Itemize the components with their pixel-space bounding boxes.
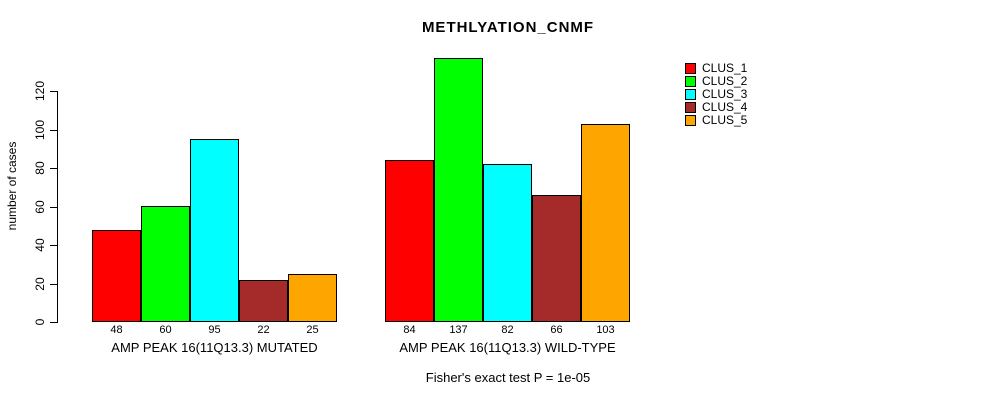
y-tick-label: 0 [33, 318, 47, 326]
legend-swatch [685, 63, 696, 74]
bar [581, 124, 630, 322]
footer-annotation: Fisher's exact test P = 1e-05 [425, 370, 591, 385]
bar [239, 280, 288, 322]
chart-title: METHLYATION_CNMF [421, 19, 595, 36]
legend-item: CLUS_1 [685, 62, 747, 75]
bar-value-label: 82 [501, 324, 514, 336]
bar [92, 230, 141, 322]
bar [190, 139, 239, 322]
legend-label: CLUS_3 [702, 87, 748, 101]
y-tick-mark [50, 168, 58, 169]
legend-label: CLUS_4 [702, 100, 748, 114]
legend-item: CLUS_4 [685, 101, 747, 114]
bar-value-label: 25 [306, 324, 319, 336]
bar [288, 274, 337, 322]
bar [385, 160, 434, 322]
y-tick-mark [50, 207, 58, 208]
bar-value-label: 48 [110, 324, 123, 336]
bar-value-label: 137 [449, 324, 468, 336]
group-label: AMP PEAK 16(11Q13.3) WILD-TYPE [399, 340, 616, 355]
y-tick-label: 120 [33, 80, 47, 102]
y-tick-mark [50, 322, 58, 323]
bar [532, 195, 581, 322]
bar-value-label: 103 [596, 324, 615, 336]
y-axis-line [57, 91, 58, 322]
legend-label: CLUS_1 [702, 61, 748, 75]
bar-value-label: 95 [208, 324, 221, 336]
bar [141, 206, 190, 322]
legend-item: CLUS_3 [685, 88, 747, 101]
legend: CLUS_1 CLUS_2 CLUS_3 CLUS_4 CLUS_5 [685, 62, 747, 127]
y-tick-label: 100 [33, 119, 47, 141]
bar [483, 164, 532, 322]
y-tick-label: 60 [33, 200, 47, 214]
bar-value-label: 66 [550, 324, 563, 336]
legend-swatch [685, 76, 696, 87]
legend-label: CLUS_2 [702, 74, 748, 88]
legend-label: CLUS_5 [702, 113, 748, 127]
bar [434, 58, 483, 322]
y-tick-mark [50, 284, 58, 285]
y-tick-mark [50, 245, 58, 246]
legend-item: CLUS_2 [685, 75, 747, 88]
group-label: AMP PEAK 16(11Q13.3) MUTATED [111, 340, 318, 355]
y-tick-label: 40 [33, 238, 47, 252]
bar-value-label: 84 [403, 324, 416, 336]
y-tick-label: 80 [33, 161, 47, 175]
y-tick-label: 20 [33, 277, 47, 291]
legend-swatch [685, 102, 696, 113]
legend-item: CLUS_5 [685, 114, 747, 127]
y-tick-mark [50, 91, 58, 92]
legend-swatch [685, 89, 696, 100]
bar-value-label: 60 [159, 324, 172, 336]
legend-swatch [685, 115, 696, 126]
y-axis-title: number of cases [5, 141, 19, 231]
bar-value-label: 22 [257, 324, 270, 336]
y-tick-mark [50, 130, 58, 131]
